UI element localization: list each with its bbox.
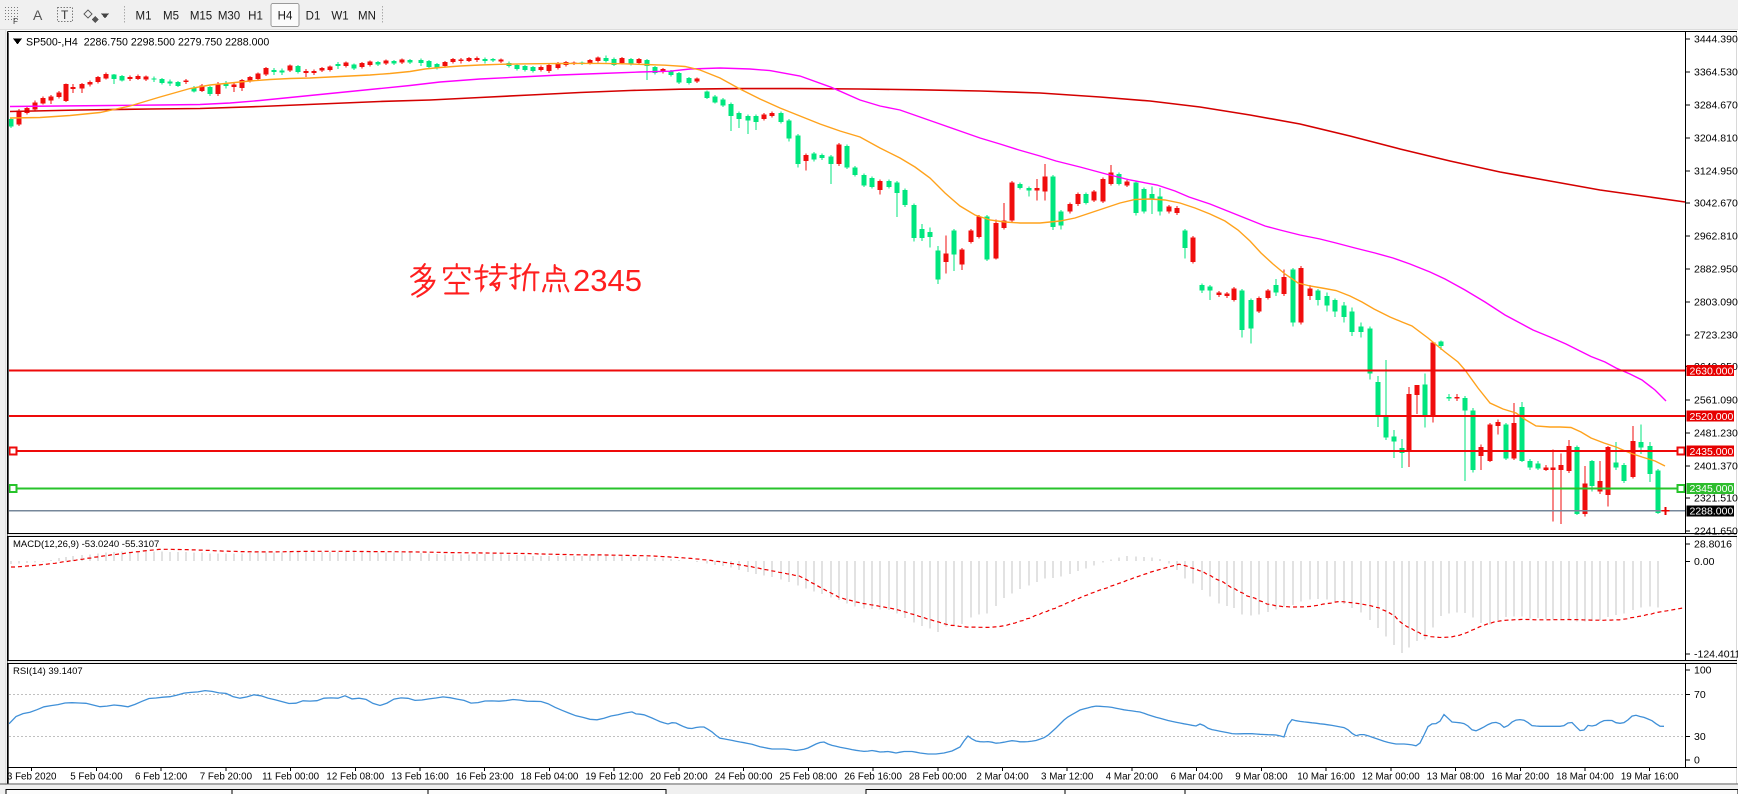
svg-text:10 Mar 16:00: 10 Mar 16:00 bbox=[1297, 772, 1355, 783]
svg-text:20 Feb 20:00: 20 Feb 20:00 bbox=[650, 772, 708, 783]
svg-text:2962.810: 2962.810 bbox=[1694, 231, 1738, 243]
svg-text:2401.370: 2401.370 bbox=[1694, 461, 1738, 473]
svg-text:5 Feb 04:00: 5 Feb 04:00 bbox=[70, 772, 123, 783]
svg-text:25 Feb 08:00: 25 Feb 08:00 bbox=[779, 772, 837, 783]
svg-text:SP500-,H4 2286.750 2298.500 2: SP500-,H4 2286.750 2298.500 2279.750 228… bbox=[26, 37, 269, 49]
svg-text:11 Feb 00:00: 11 Feb 00:00 bbox=[262, 772, 320, 783]
svg-text:28 Feb 00:00: 28 Feb 00:00 bbox=[909, 772, 967, 783]
svg-text:12 Mar 00:00: 12 Mar 00:00 bbox=[1362, 772, 1420, 783]
svg-text:W1: W1 bbox=[331, 11, 348, 23]
svg-text:3284.670: 3284.670 bbox=[1694, 100, 1738, 112]
svg-text:3204.810: 3204.810 bbox=[1694, 133, 1738, 145]
svg-text:70: 70 bbox=[1694, 689, 1706, 701]
svg-text:2520.000: 2520.000 bbox=[1690, 411, 1734, 423]
svg-text:2435.000: 2435.000 bbox=[1690, 446, 1734, 458]
svg-text:-124.4011: -124.4011 bbox=[1694, 649, 1738, 661]
svg-text:D1: D1 bbox=[306, 11, 321, 23]
svg-text:6 Feb 12:00: 6 Feb 12:00 bbox=[135, 772, 188, 783]
svg-text:0: 0 bbox=[1694, 755, 1700, 767]
svg-text:2321.510: 2321.510 bbox=[1694, 493, 1738, 505]
svg-text:3444.390: 3444.390 bbox=[1694, 34, 1738, 46]
svg-text:2803.090: 2803.090 bbox=[1694, 297, 1738, 309]
svg-text:3124.950: 3124.950 bbox=[1694, 166, 1738, 178]
svg-text:2 Mar 04:00: 2 Mar 04:00 bbox=[976, 772, 1029, 783]
svg-text:2561.090: 2561.090 bbox=[1694, 395, 1738, 407]
svg-text:100: 100 bbox=[1694, 665, 1712, 677]
svg-text:M5: M5 bbox=[163, 11, 179, 23]
svg-text:6 Mar 04:00: 6 Mar 04:00 bbox=[1171, 772, 1224, 783]
svg-text:0.00: 0.00 bbox=[1694, 556, 1715, 568]
svg-text:H4: H4 bbox=[278, 11, 293, 23]
svg-text:2481.230: 2481.230 bbox=[1694, 428, 1738, 440]
svg-text:3 Mar 12:00: 3 Mar 12:00 bbox=[1041, 772, 1094, 783]
svg-text:18 Feb 04:00: 18 Feb 04:00 bbox=[521, 772, 579, 783]
svg-text:A: A bbox=[33, 7, 43, 23]
svg-text:M15: M15 bbox=[190, 11, 212, 23]
svg-text:2345: 2345 bbox=[573, 263, 642, 298]
svg-text:24 Feb 00:00: 24 Feb 00:00 bbox=[715, 772, 773, 783]
svg-text:28.8016: 28.8016 bbox=[1694, 539, 1732, 551]
svg-text:19 Mar 16:00: 19 Mar 16:00 bbox=[1621, 772, 1679, 783]
svg-text:16 Mar 20:00: 16 Mar 20:00 bbox=[1491, 772, 1549, 783]
svg-text:RSI(14) 39.1407: RSI(14) 39.1407 bbox=[13, 666, 83, 677]
svg-text:M1: M1 bbox=[136, 11, 152, 23]
svg-text:H1: H1 bbox=[248, 11, 263, 23]
svg-text:26 Feb 16:00: 26 Feb 16:00 bbox=[844, 772, 902, 783]
svg-text:2723.230: 2723.230 bbox=[1694, 330, 1738, 342]
svg-text:MN: MN bbox=[358, 11, 376, 23]
svg-text:18 Mar 04:00: 18 Mar 04:00 bbox=[1556, 772, 1614, 783]
svg-text:19 Feb 12:00: 19 Feb 12:00 bbox=[585, 772, 643, 783]
svg-text:13 Feb 16:00: 13 Feb 16:00 bbox=[391, 772, 449, 783]
svg-text:16 Feb 23:00: 16 Feb 23:00 bbox=[456, 772, 514, 783]
svg-text:30: 30 bbox=[1694, 731, 1706, 743]
svg-text:2241.650: 2241.650 bbox=[1694, 526, 1738, 538]
svg-text:2288.000: 2288.000 bbox=[1690, 506, 1734, 518]
svg-text:F: F bbox=[13, 17, 18, 26]
svg-text:9 Mar 08:00: 9 Mar 08:00 bbox=[1235, 772, 1288, 783]
svg-text:3 Feb 2020: 3 Feb 2020 bbox=[7, 772, 57, 783]
svg-text:13 Mar 08:00: 13 Mar 08:00 bbox=[1427, 772, 1485, 783]
svg-text:4 Mar 20:00: 4 Mar 20:00 bbox=[1106, 772, 1159, 783]
svg-text:T: T bbox=[61, 8, 69, 22]
svg-text:2345.000: 2345.000 bbox=[1690, 483, 1734, 495]
svg-text:M30: M30 bbox=[218, 11, 240, 23]
svg-text:3364.530: 3364.530 bbox=[1694, 67, 1738, 79]
svg-text:7 Feb 20:00: 7 Feb 20:00 bbox=[200, 772, 253, 783]
svg-text:MACD(12,26,9) -53.0240 -55.310: MACD(12,26,9) -53.0240 -55.3107 bbox=[13, 539, 159, 550]
svg-text:2882.950: 2882.950 bbox=[1694, 264, 1738, 276]
svg-text:3042.670: 3042.670 bbox=[1694, 198, 1738, 210]
svg-text:2630.000: 2630.000 bbox=[1690, 365, 1734, 377]
svg-text:12 Feb 08:00: 12 Feb 08:00 bbox=[326, 772, 384, 783]
